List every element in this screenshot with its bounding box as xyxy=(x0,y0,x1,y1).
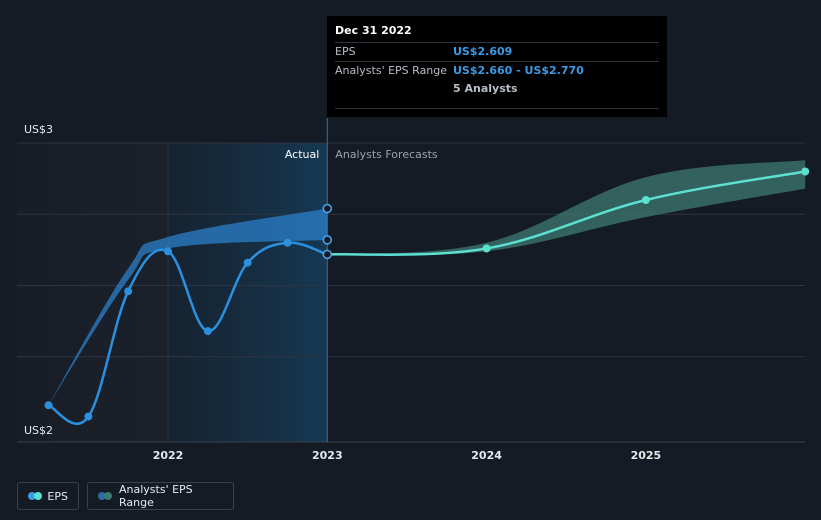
x-tick-label: 2023 xyxy=(312,449,343,462)
tooltip-row-analysts: 5 Analysts xyxy=(335,80,659,98)
tooltip-eps-key: EPS xyxy=(335,45,356,58)
tooltip-date: Dec 31 2022 xyxy=(335,24,412,37)
tooltip-range-key: Analysts' EPS Range xyxy=(335,64,448,77)
y-tick-label-top: US$3 xyxy=(24,123,53,136)
legend-eps-label: EPS xyxy=(47,489,68,503)
forecast-point xyxy=(801,167,810,176)
x-tick-label: 2025 xyxy=(631,449,662,462)
past-region-shade xyxy=(17,143,168,442)
forecast-point xyxy=(641,196,650,204)
eps-point xyxy=(203,327,212,336)
actual-region-label: Actual xyxy=(285,148,319,161)
legend-eps-button[interactable]: EPS xyxy=(17,482,79,510)
eps-point xyxy=(164,247,172,256)
forecast-range-band xyxy=(327,160,806,256)
highlight-marker xyxy=(322,203,333,214)
tooltip-analysts-value: 5 Analysts xyxy=(453,82,518,95)
tooltip-eps-value: US$2.609 xyxy=(453,45,513,58)
tooltip-row-eps: EPS US$2.609 xyxy=(335,42,659,61)
forecast-point xyxy=(482,244,491,253)
eps-forecast-line xyxy=(327,170,806,256)
eps-point xyxy=(243,258,252,267)
tooltip-row-range: Analysts' EPS Range US$2.660 - US$2.770 xyxy=(335,61,659,80)
tooltip: Dec 31 2022 EPS US$2.609 Analysts' EPS R… xyxy=(327,16,667,117)
highlight-marker xyxy=(322,249,333,260)
actual-region-shade xyxy=(168,143,328,442)
tooltip-range-value: US$2.660 - US$2.770 xyxy=(453,64,584,77)
eps-line xyxy=(47,241,328,425)
forecast-region-label: Analysts Forecasts xyxy=(335,148,438,161)
tooltip-analysts-key xyxy=(335,83,453,95)
legend-range-label: Analysts' EPS Range xyxy=(119,483,193,509)
tooltip-divider xyxy=(335,108,659,109)
eps-point xyxy=(283,238,292,247)
eps-point xyxy=(84,412,93,421)
x-tick-label: 2024 xyxy=(471,449,502,462)
eps-legend-icon xyxy=(28,492,42,500)
eps-chart: US$3 US$2 Actual Analysts Forecasts 2022 2023… xyxy=(17,118,810,462)
x-tick-label: 2022 xyxy=(153,449,184,462)
range-legend-icon xyxy=(98,492,112,500)
legend-range-button[interactable]: Analysts' EPS Range xyxy=(87,482,234,510)
eps-point xyxy=(44,401,53,410)
y-tick-label-bottom: US$2 xyxy=(24,424,53,437)
eps-point xyxy=(124,287,133,296)
highlight-marker xyxy=(322,235,333,245)
actual-range-band xyxy=(48,208,328,406)
